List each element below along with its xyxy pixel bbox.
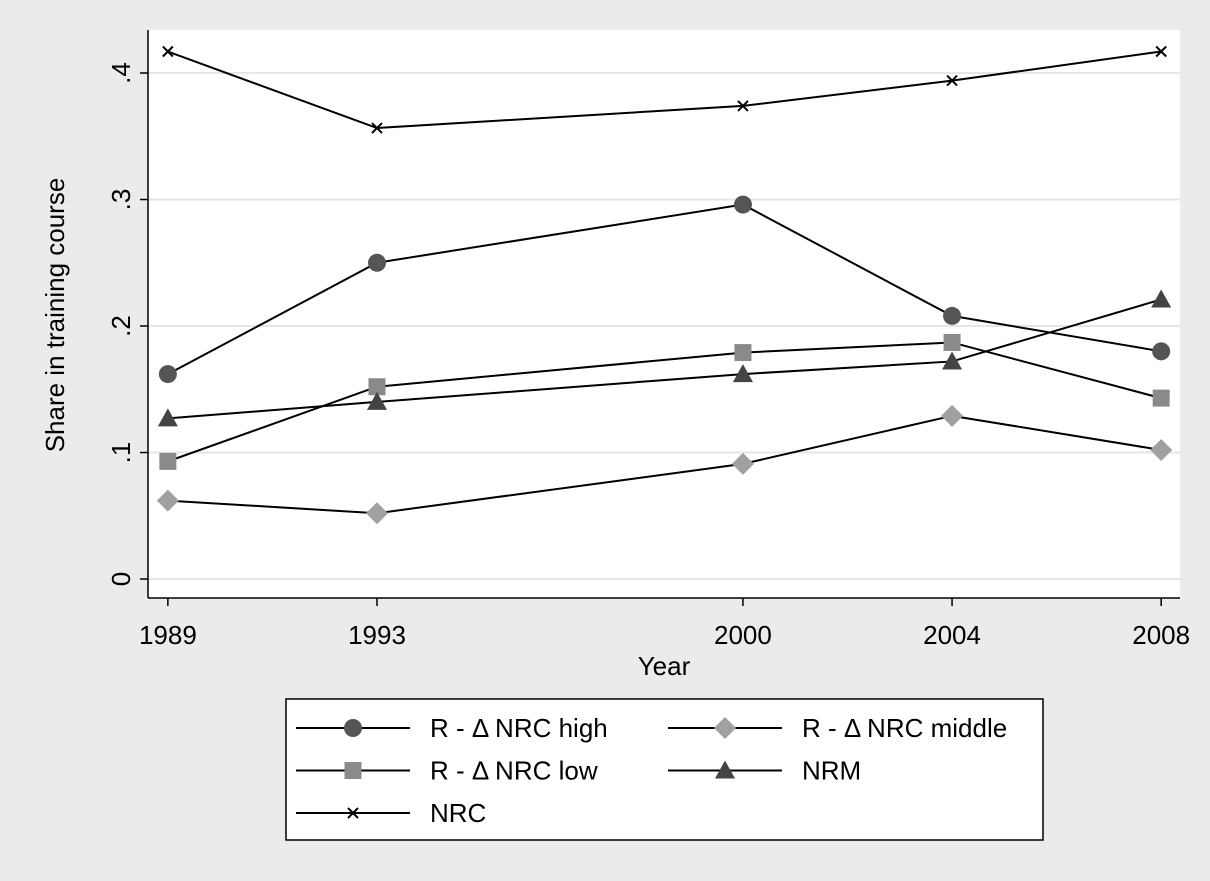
marker [371, 122, 383, 134]
marker [158, 365, 177, 384]
marker [368, 378, 386, 396]
legend-label: R - Δ NRC low [430, 756, 598, 786]
legend-label: R - Δ NRC high [430, 713, 608, 743]
marker [733, 195, 752, 214]
x-tick-label: 1989 [139, 620, 197, 650]
marker [731, 452, 754, 475]
y-axis-title: Share in training course [40, 178, 70, 453]
x-tick-label: 2004 [923, 620, 981, 650]
marker [162, 45, 174, 58]
marker [734, 344, 752, 362]
marker [1152, 389, 1170, 407]
x-tick-label: 1993 [348, 620, 406, 650]
marker [1152, 342, 1171, 361]
marker [365, 502, 388, 525]
x-axis-title: Year [638, 651, 691, 681]
marker [366, 391, 387, 410]
y-tick-label: 0 [106, 572, 136, 586]
marker [943, 306, 962, 325]
legend-label: R - Δ NRC middle [802, 713, 1007, 743]
y-tick-label: .4 [106, 62, 136, 84]
legend-label: NRM [802, 756, 861, 786]
y-tick-label: .2 [106, 315, 136, 337]
marker [157, 408, 178, 427]
x-tick-label: 2000 [714, 620, 772, 650]
y-tick-label: .1 [106, 442, 136, 464]
marker [367, 253, 386, 272]
legend-box [285, 698, 1044, 841]
marker [1151, 289, 1172, 308]
marker [344, 762, 362, 779]
marker [942, 351, 963, 370]
marker [941, 404, 964, 427]
marker [732, 364, 753, 383]
marker [344, 719, 362, 737]
legend-label: NRC [430, 798, 486, 828]
x-tick-label: 2008 [1132, 620, 1190, 650]
marker [946, 74, 958, 87]
y-tick-label: .3 [106, 189, 136, 211]
marker [156, 489, 179, 512]
marker [1150, 438, 1173, 461]
plot-area [148, 30, 1180, 598]
marker [159, 452, 177, 470]
marker [1155, 45, 1167, 58]
marker [347, 807, 359, 819]
marker [737, 100, 749, 112]
marker [943, 333, 961, 351]
marker [714, 717, 736, 739]
marker [715, 760, 735, 779]
